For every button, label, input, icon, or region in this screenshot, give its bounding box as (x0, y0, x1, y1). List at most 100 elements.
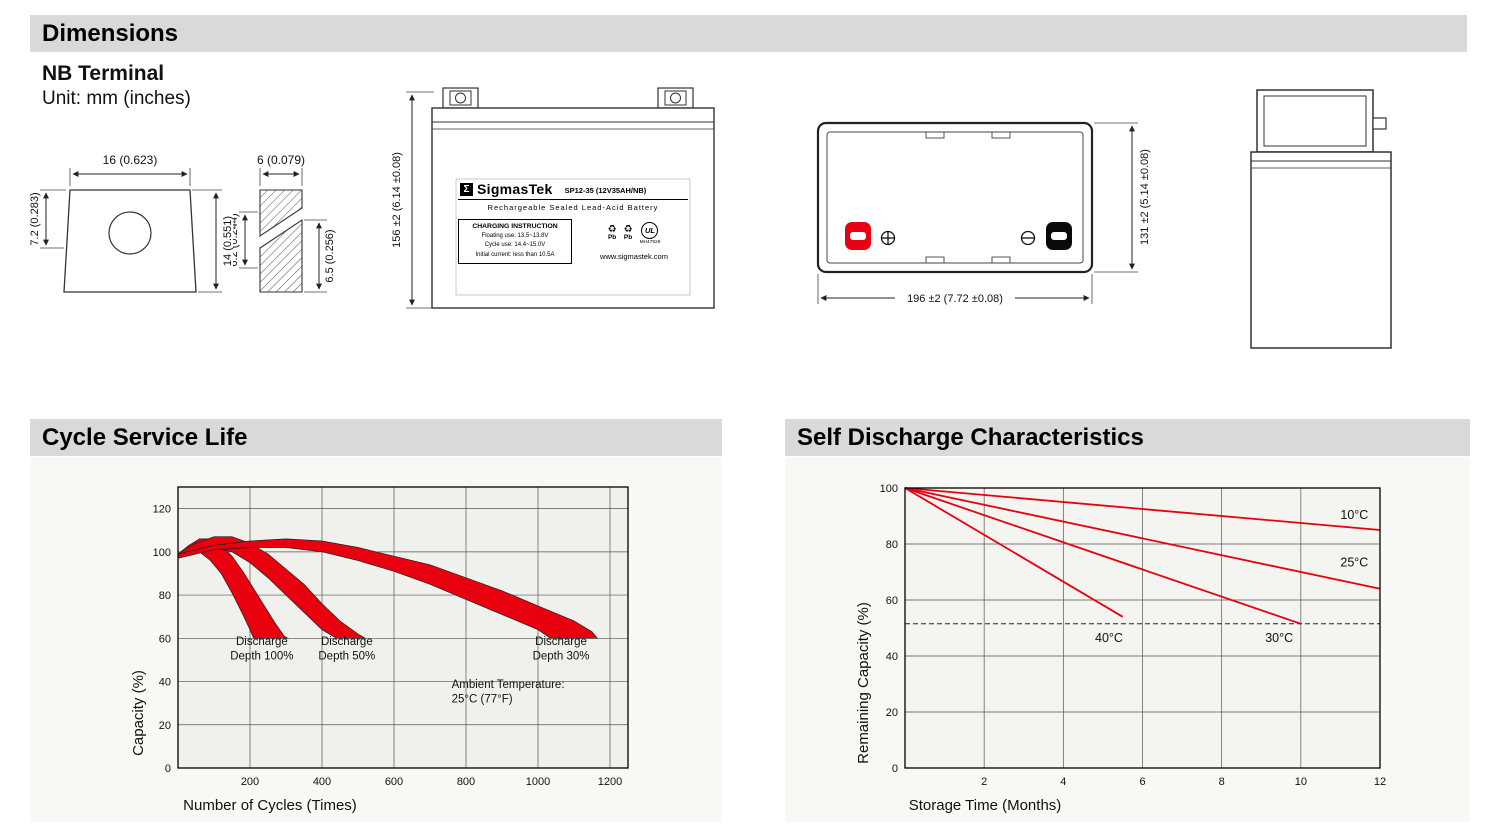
recycle-glyph: ♻ (607, 224, 617, 236)
chart-annotation: Discharge (236, 636, 288, 648)
dim-section-width-label: 6 (0.079) (257, 153, 305, 167)
case-notch-bottom-right (991, 256, 1011, 264)
charging-line-3: Initial current: less than 10.5A (475, 251, 555, 258)
x-tick-label: 2 (981, 776, 987, 788)
cycle-section-header: Cycle Service Life (30, 419, 722, 456)
terminal-hole (108, 211, 152, 255)
series-line (904, 487, 1381, 590)
series-label: 40°C (1095, 631, 1123, 645)
x-tick-label: 10 (1295, 776, 1307, 788)
dim-top-view-depth-label: 131 ±2 (5.14 ±0.08) (1139, 149, 1151, 245)
x-tick-label: 1000 (526, 776, 550, 788)
pb-recycle-icon: ♻ Pb (624, 225, 633, 242)
y-tick-label: 60 (159, 633, 171, 645)
dim-text-mask (895, 289, 1015, 305)
model-number: SP12-35 (12V35AH/NB) (564, 186, 647, 195)
case-notch-top-right (991, 131, 1011, 139)
y-tick-label: 0 (892, 763, 898, 775)
chart-annotation: Depth 100% (230, 650, 293, 662)
x-tick-label: 8 (1219, 776, 1225, 788)
terminal-post-right (657, 87, 694, 109)
cycle-service-life-chart: 0 20 40 60 80 100 120 200 400 600 800 1000 1200 Disch… (130, 486, 629, 814)
series-line (904, 487, 1124, 618)
chart-annotation: 25°C (77°F) (452, 694, 513, 706)
negative-terminal-black (1046, 222, 1072, 250)
dim-section-right: 6.5 (0.256) (304, 219, 336, 293)
dimensions-title: Dimensions (42, 19, 179, 47)
dim-top-view-depth: 131 ±2 (5.14 ±0.08) (1094, 122, 1151, 273)
label-cert-area: ♻ Pb ♻ Pb UL MH47929 www.sigmastek.com (580, 219, 688, 261)
x-tick-label: 4 (1060, 776, 1066, 788)
chart-annotation: Ambient Temperature: (452, 679, 565, 691)
cycle-title: Cycle Service Life (42, 423, 248, 451)
chart-annotation: Discharge (535, 636, 587, 648)
chart-annotation: Depth 50% (318, 650, 375, 662)
x-tick-label: 200 (241, 776, 259, 788)
plus-circle-icon (880, 230, 896, 246)
series-line (904, 487, 1302, 625)
terminal-post-left (442, 87, 479, 109)
terminal-type-label: NB Terminal (42, 62, 165, 85)
self-discharge-chart: 10°C 25°C 30°C 40°C 0 20 40 60 80 100 2 4 6 8 10 12 Stor… (855, 483, 1386, 814)
chart-annotation: Depth 30% (533, 650, 590, 662)
y-tick-label: 120 (153, 504, 171, 516)
y-tick-label: 20 (159, 720, 171, 732)
section-slab-bottom (259, 218, 303, 293)
y-tick-label: 0 (165, 763, 171, 775)
charging-instruction-box: CHARGING INSTRUCTION Floating use: 13.5~… (458, 219, 572, 264)
dim-section-right-label: 6.5 (0.256) (324, 229, 336, 282)
side-view-body (1250, 151, 1392, 349)
series-line (904, 487, 1381, 531)
brand-row: Σ SigmasTek SP12-35 (12V35AH/NB) (458, 181, 688, 199)
dim-top-view-width: 196 ±2 (7.72 ±0.08) (817, 274, 1093, 305)
dim-terminal-right-height: 14 (0.551) (192, 189, 234, 293)
terminal-section-drawing: 6 (0.079) 6.2 (0.244) 6.5 (0.256) (233, 153, 336, 293)
battery-top-view: 131 ±2 (5.14 ±0.08) 196 ±2 (7.72 ±0.08) (816, 121, 1151, 305)
dimensions-section-header: Dimensions (30, 15, 1467, 52)
battery-side-view (1250, 89, 1392, 349)
y-tick-label: 60 (886, 595, 898, 607)
case-notch-top-left (925, 131, 945, 139)
charging-line-2: Cycle use: 14.4~15.0V (484, 242, 546, 249)
series-label: 10°C (1340, 508, 1368, 522)
y-tick-label: 80 (159, 590, 171, 602)
battery-label: Σ SigmasTek SP12-35 (12V35AH/NB) Recharg… (458, 181, 688, 291)
dim-terminal-width-label: 16 (0.623) (103, 153, 158, 167)
x-tick-label: 800 (457, 776, 475, 788)
x-tick-label: 600 (385, 776, 403, 788)
cert-icon-row: ♻ Pb ♻ Pb UL MH47929 (608, 222, 661, 245)
pb-text: Pb (607, 234, 617, 242)
self-discharge-title: Self Discharge Characteristics (797, 423, 1144, 451)
charging-title: CHARGING INSTRUCTION (472, 223, 558, 230)
y-tick-label: 40 (886, 651, 898, 663)
unit-note: Unit: mm (inches) (42, 88, 191, 109)
plot-border (177, 486, 629, 769)
terminal-body-outline (63, 189, 197, 293)
y-axis-title: Remaining Capacity (%) (855, 602, 872, 764)
sigmastek-logo-icon: Σ (460, 183, 473, 196)
side-view-terminal-tab (1372, 117, 1387, 130)
y-tick-label: 100 (880, 483, 898, 495)
dim-front-height: 156 ±2 (6.14 ±0.08) (392, 91, 434, 309)
dim-front-height-label: 156 ±2 (6.14 ±0.08) (392, 152, 403, 248)
ul-text: UL (644, 226, 655, 235)
discharge-depth-band (177, 538, 599, 639)
pb-text: Pb (623, 234, 633, 242)
charging-line-1: Floating use: 13.5~13.8V (481, 233, 549, 239)
dim-terminal-left-height-label: 7.2 (0.283) (30, 192, 41, 245)
series-label: 30°C (1265, 631, 1293, 645)
dim-section-left-label: 6.2 (0.244) (233, 213, 240, 266)
pb-crossed-bin-icon: ♻ Pb (608, 225, 617, 242)
brand-name: SigmasTek (477, 181, 553, 197)
x-tick-label: 6 (1139, 776, 1145, 788)
y-tick-label: 80 (886, 539, 898, 551)
self-discharge-section-header: Self Discharge Characteristics (785, 419, 1470, 456)
ul-logo-icon: UL (641, 222, 659, 239)
top-view-inner-case (826, 131, 1084, 264)
x-tick-label: 1200 (598, 776, 622, 788)
minus-circle-icon (1020, 230, 1036, 246)
ul-file-number: MH47929 (639, 240, 661, 245)
dim-section-width: 6 (0.079) (257, 153, 305, 186)
x-tick-label: 400 (313, 776, 331, 788)
